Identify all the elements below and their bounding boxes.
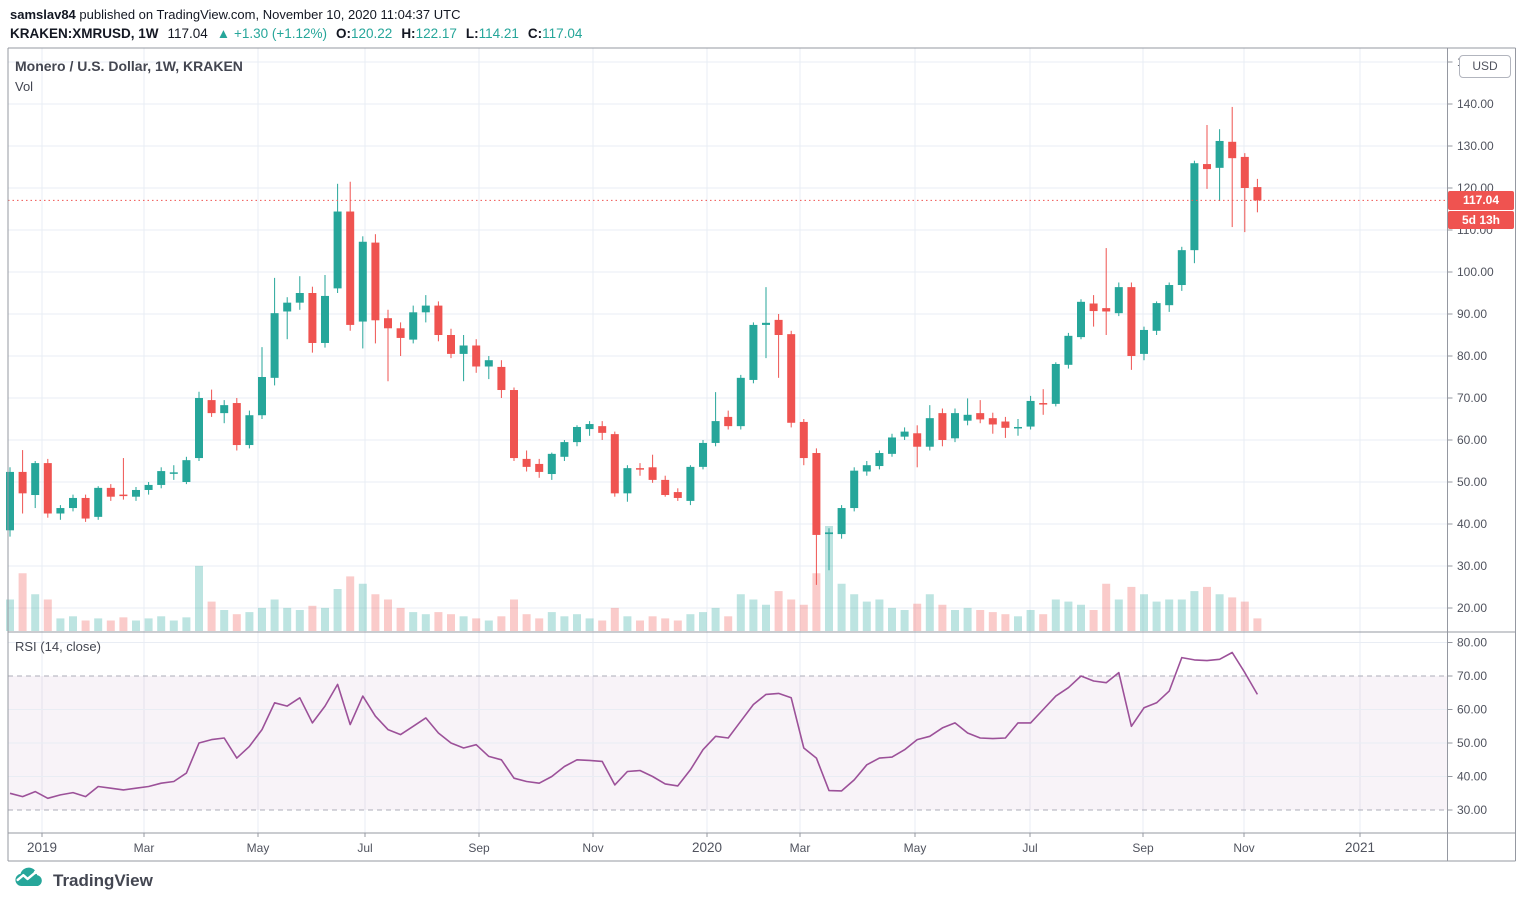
header-last-price: 117.04 xyxy=(167,26,208,41)
svg-text:Jul: Jul xyxy=(357,841,372,855)
last-price-badge: 117.04 xyxy=(1448,191,1514,210)
publish-meta: published on TradingView.com, November 1… xyxy=(75,7,461,22)
svg-text:50.00: 50.00 xyxy=(1457,475,1487,489)
open-value: 120.22 xyxy=(351,26,393,41)
svg-text:Mar: Mar xyxy=(790,841,811,855)
high-value: 122.17 xyxy=(415,26,457,41)
price-pane[interactable] xyxy=(6,106,1448,585)
svg-text:40.00: 40.00 xyxy=(1457,770,1487,784)
price-change: +1.30 (+1.12%) xyxy=(233,26,328,41)
svg-text:2021: 2021 xyxy=(1345,840,1375,855)
svg-text:80.00: 80.00 xyxy=(1457,636,1487,650)
svg-text:70.00: 70.00 xyxy=(1457,391,1487,405)
svg-text:30.00: 30.00 xyxy=(1457,559,1487,573)
svg-text:70.00: 70.00 xyxy=(1457,669,1487,683)
svg-text:40.00: 40.00 xyxy=(1457,517,1487,531)
volume-indicator-label[interactable]: Vol xyxy=(15,79,34,94)
volume-pane xyxy=(6,526,1262,631)
svg-text:May: May xyxy=(247,841,270,855)
svg-text:Nov: Nov xyxy=(582,841,603,855)
svg-text:Mar: Mar xyxy=(134,841,155,855)
svg-text:100.00: 100.00 xyxy=(1457,265,1494,279)
svg-text:Sep: Sep xyxy=(1132,841,1154,855)
watermark-text: TradingView xyxy=(53,870,153,890)
currency-unit-button[interactable]: USD xyxy=(1459,55,1511,78)
svg-text:140.00: 140.00 xyxy=(1457,97,1494,111)
bar-countdown-badge: 5d 13h xyxy=(1448,211,1514,229)
author-name[interactable]: samslav84 xyxy=(10,7,76,22)
low-value: 114.21 xyxy=(478,26,519,41)
price-scale[interactable]: 150.00140.00130.00120.00110.00100.0090.0… xyxy=(1447,55,1495,817)
open-label: O: xyxy=(336,26,352,41)
close-label: C: xyxy=(527,26,543,41)
svg-text:90.00: 90.00 xyxy=(1457,307,1487,321)
svg-text:60.00: 60.00 xyxy=(1457,433,1487,447)
svg-text:Jul: Jul xyxy=(1022,841,1037,855)
svg-text:2019: 2019 xyxy=(27,840,57,855)
symbol-status-row: KRAKEN:XMRUSD, 1W 117.04 ▲ +1.30 (+1.12%) O… xyxy=(10,26,582,41)
svg-text:30.00: 30.00 xyxy=(1457,803,1487,817)
chart-legend-title[interactable]: Monero / U.S. Dollar, 1W, KRAKEN xyxy=(15,58,243,74)
up-arrow-icon: ▲ xyxy=(216,26,231,41)
svg-text:20.00: 20.00 xyxy=(1457,601,1487,615)
high-label: H: xyxy=(401,26,416,41)
close-value: 117.04 xyxy=(542,26,583,41)
publish-info-row: samslav84 published on TradingView.com, … xyxy=(10,7,460,22)
svg-text:May: May xyxy=(904,841,927,855)
svg-text:50.00: 50.00 xyxy=(1457,736,1487,750)
time-scale[interactable]: 2019 Mar May Jul Sep Nov 2020 Mar May Jul Sep Nov 20… xyxy=(27,833,1375,855)
tradingview-watermark[interactable]: TradingView xyxy=(12,866,153,895)
svg-text:60.00: 60.00 xyxy=(1457,703,1487,717)
svg-text:Sep: Sep xyxy=(468,841,490,855)
svg-text:2020: 2020 xyxy=(692,840,722,855)
svg-text:80.00: 80.00 xyxy=(1457,349,1487,363)
svg-text:Nov: Nov xyxy=(1233,841,1254,855)
rsi-pane[interactable] xyxy=(8,642,1448,811)
rsi-indicator-label[interactable]: RSI (14, close) xyxy=(15,639,101,654)
tradingview-logo-icon xyxy=(12,866,46,895)
symbol-name: KRAKEN:XMRUSD, 1W xyxy=(10,26,159,41)
low-label: L: xyxy=(465,26,479,41)
svg-text:130.00: 130.00 xyxy=(1457,139,1494,153)
